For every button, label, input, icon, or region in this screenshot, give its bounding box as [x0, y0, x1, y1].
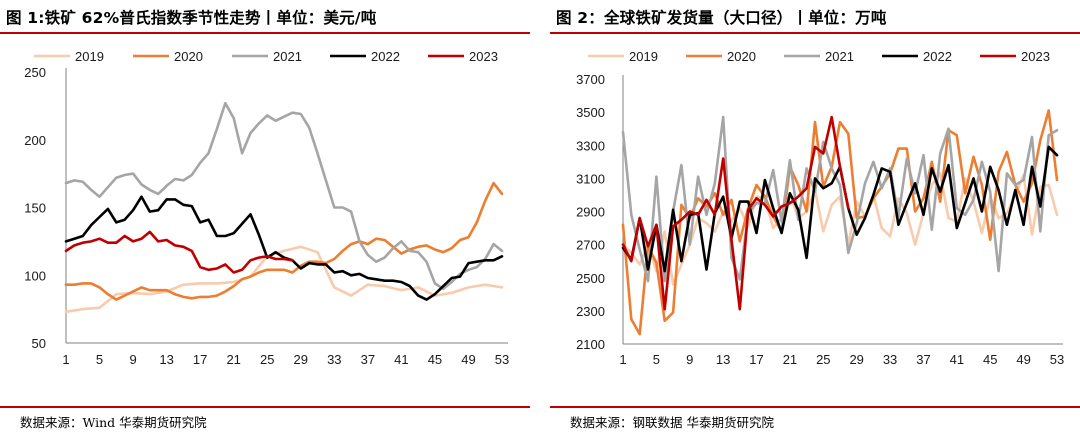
series-line-2020	[64, 181, 504, 301]
x-tick-label: 1	[62, 352, 69, 367]
y-tick-label: 2900	[576, 205, 605, 220]
x-tick-label: 1	[619, 352, 626, 367]
chart-title: 图 1:铁矿 62%普氏指数季节性走势丨单位：美元/吨	[6, 9, 377, 27]
y-tick-label: 100	[24, 268, 46, 283]
y-tick-label: 3700	[576, 72, 605, 87]
legend-label-2022: 2022	[923, 49, 952, 64]
x-tick-label: 41	[394, 352, 408, 367]
legend-label-2023: 2023	[469, 49, 498, 64]
x-tick-label: 17	[749, 352, 763, 367]
x-tick-label: 25	[816, 352, 830, 367]
data-source: 数据来源：钢联数据 华泰期货研究院	[570, 415, 774, 430]
y-tick-label: 2100	[576, 337, 605, 352]
x-tick-label: 49	[461, 352, 475, 367]
y-tick-label: 200	[24, 133, 46, 148]
series-line-2022	[64, 195, 504, 301]
x-tick-label: 33	[883, 352, 897, 367]
bottom-divider	[550, 406, 1080, 408]
x-tick-label: 45	[428, 352, 442, 367]
legend-label-2020: 2020	[174, 49, 203, 64]
x-tick-label: 45	[983, 352, 997, 367]
x-tick-label: 25	[260, 352, 274, 367]
data-source: 数据来源：Wind 华泰期货研究院	[20, 415, 207, 430]
chart-title: 图 2：全球铁矿发货量（大口径）丨单位：万吨	[556, 9, 887, 27]
x-tick-label: 33	[327, 352, 341, 367]
y-tick-label: 3300	[576, 138, 605, 153]
x-tick-label: 29	[849, 352, 863, 367]
x-tick-label: 53	[495, 352, 509, 367]
legend-label-2019: 2019	[75, 49, 104, 64]
y-tick-label: 250	[24, 65, 46, 80]
legend-label-2019: 2019	[629, 49, 658, 64]
x-tick-label: 13	[716, 352, 730, 367]
price-index-chart: 50 100 150 200 250 1 5 9 13 17 21 25 29 33 37 41 45 49 53 2…	[24, 49, 509, 367]
x-tick-label: 37	[916, 352, 930, 367]
series-line-2023	[64, 230, 294, 274]
x-tick-label: 29	[294, 352, 308, 367]
x-tick-label: 5	[96, 352, 103, 367]
y-tick-label: 2500	[576, 271, 605, 286]
series-line-2019	[621, 172, 1059, 286]
x-tick-label: 53	[1050, 352, 1064, 367]
legend-label-2022: 2022	[371, 49, 400, 64]
legend-label-2021: 2021	[273, 49, 302, 64]
chart-panel-price-index: 图 1:铁矿 62%普氏指数季节性走势丨单位：美元/吨 50 100 150 200 2…	[0, 0, 530, 433]
legend-label-2023: 2023	[1021, 49, 1050, 64]
y-tick-label: 3100	[576, 171, 605, 186]
y-tick-label: 50	[32, 336, 46, 351]
x-tick-label: 9	[686, 352, 693, 367]
y-tick-label: 2300	[576, 304, 605, 319]
series-line-2019	[64, 245, 504, 314]
legend-label-2020: 2020	[727, 49, 756, 64]
y-tick-label: 3500	[576, 105, 605, 120]
series-line-2021	[621, 115, 1059, 283]
title-divider	[550, 32, 1080, 34]
chart-panel-shipments: 图 2：全球铁矿发货量（大口径）丨单位：万吨 2100 2300 2500 2700 2…	[550, 0, 1080, 433]
x-tick-label: 21	[783, 352, 797, 367]
x-tick-label: 17	[193, 352, 207, 367]
shipments-chart: 2100 2300 2500 2700 2900 3100 3300 3500 3700 1 5 9 1…	[576, 49, 1064, 367]
bottom-divider	[0, 406, 530, 408]
x-tick-label: 5	[653, 352, 660, 367]
y-tick-label: 2700	[576, 238, 605, 253]
x-tick-label: 41	[950, 352, 964, 367]
y-tick-label: 150	[24, 201, 46, 216]
x-tick-label: 49	[1016, 352, 1030, 367]
x-tick-label: 9	[129, 352, 136, 367]
legend-label-2021: 2021	[825, 49, 854, 64]
x-tick-label: 21	[226, 352, 240, 367]
series-line-2023	[621, 115, 850, 311]
series-line-2021	[64, 101, 504, 291]
x-tick-label: 13	[159, 352, 173, 367]
title-divider	[0, 32, 530, 34]
x-tick-label: 37	[361, 352, 375, 367]
